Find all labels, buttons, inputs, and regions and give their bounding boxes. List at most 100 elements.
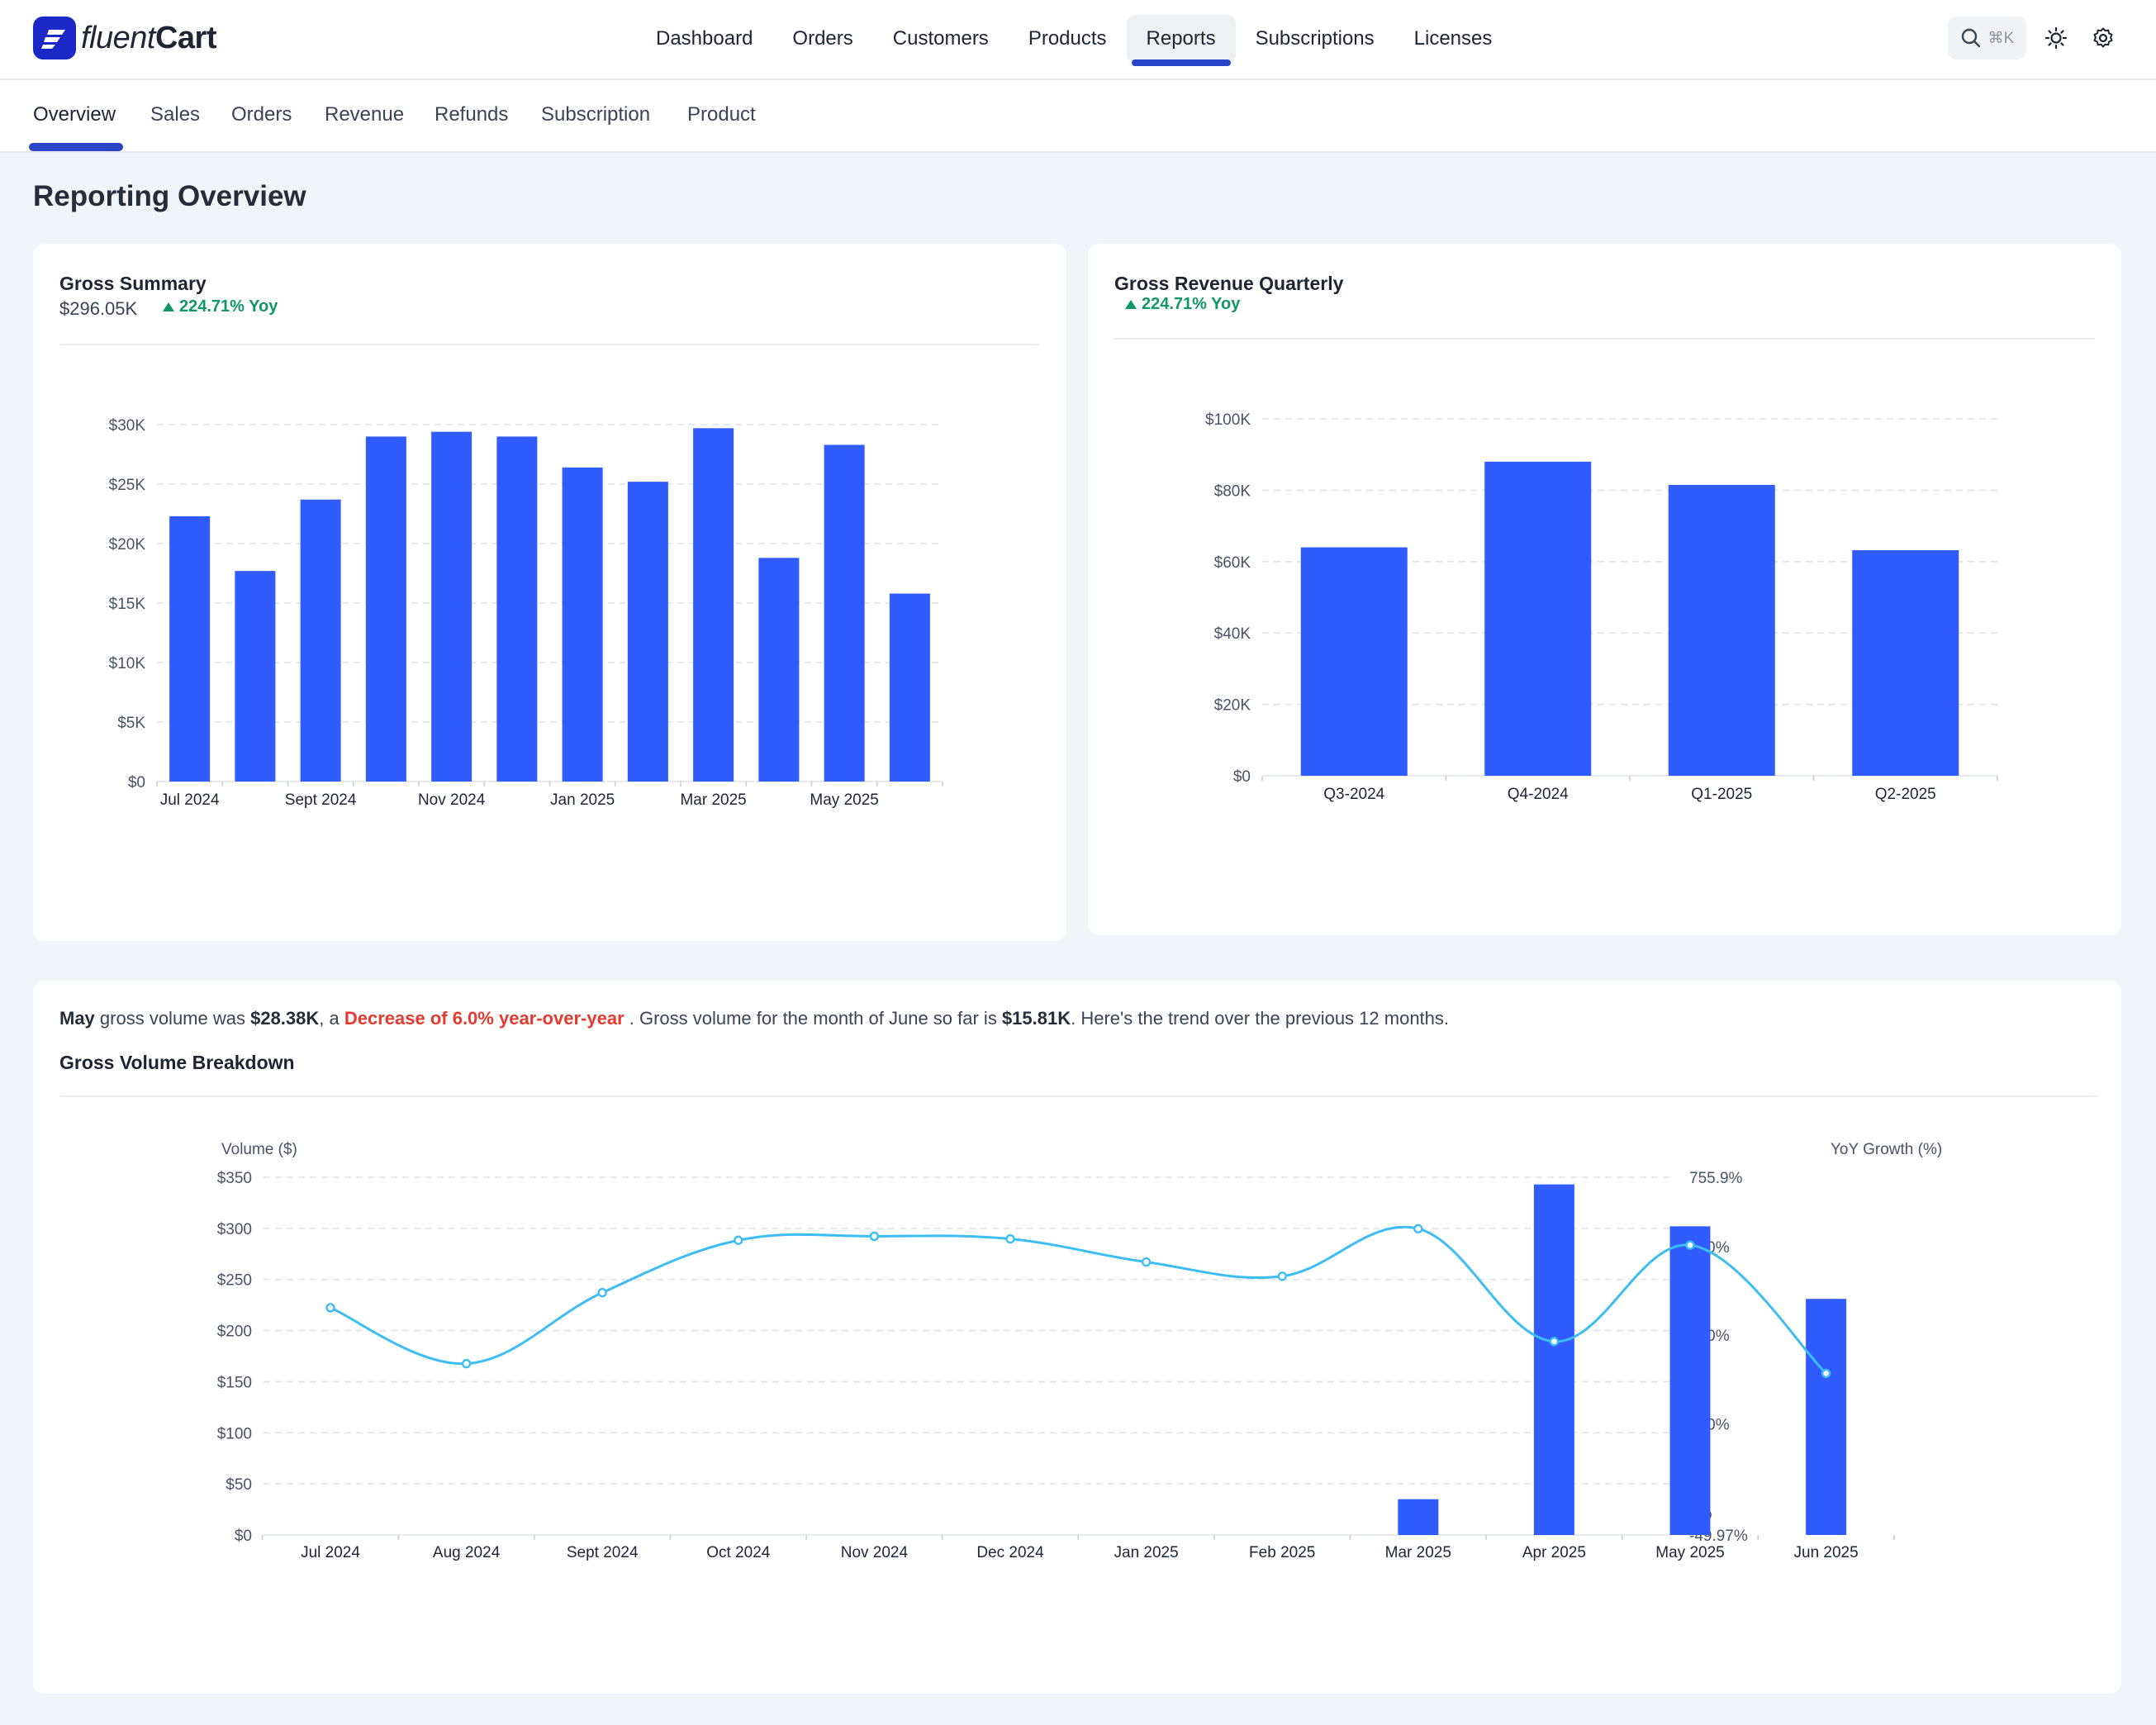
app-logo-text: fluentCart — [81, 20, 217, 56]
y-tick-label: $0 — [128, 774, 145, 791]
nav-item-subscriptions[interactable]: Subscriptions — [1255, 27, 1375, 50]
yoy-growth-point — [734, 1235, 743, 1245]
tab-refunds[interactable]: Refunds — [435, 103, 509, 126]
x-tick-label: Jun 2025 — [1794, 1544, 1859, 1561]
nav-item-orders[interactable]: Orders — [792, 27, 853, 50]
x-tick-label: Dec 2024 — [976, 1544, 1044, 1561]
yoy-growth-point — [1141, 1257, 1152, 1267]
gear-icon — [2093, 27, 2113, 48]
gross-summary-yoy-badge: 224.71% Yoy — [163, 297, 278, 316]
y-left-tick-label: $50 — [226, 1476, 252, 1494]
tab-revenue[interactable]: Revenue — [325, 103, 405, 126]
volume-bar — [1398, 1499, 1439, 1535]
x-tick-label: Feb 2025 — [1249, 1544, 1315, 1561]
tab-orders[interactable]: Orders — [231, 103, 292, 126]
nav-item-licenses[interactable]: Licenses — [1413, 27, 1493, 50]
x-tick-label: Mar 2025 — [1385, 1544, 1451, 1561]
summary-text: gross volume was — [94, 1008, 251, 1029]
y-left-tick-label: $200 — [217, 1323, 252, 1341]
y-tick-label: $20K — [1214, 697, 1251, 715]
y-tick-label: $10K — [109, 655, 146, 672]
yoy-growth-point — [597, 1287, 607, 1298]
gross-summary-total: $296.05K — [59, 298, 138, 319]
bar — [758, 558, 800, 782]
y-left-tick-label: $150 — [217, 1374, 252, 1391]
nav-item-dashboard[interactable]: Dashboard — [656, 27, 753, 50]
yoy-growth-point — [1413, 1224, 1423, 1233]
yoy-growth-point — [869, 1231, 880, 1242]
bar — [1300, 547, 1408, 776]
y-tick-label: $15K — [109, 596, 146, 613]
tab-overview[interactable]: Overview — [33, 103, 116, 126]
summary-june-volume: $15.81K — [1001, 1008, 1071, 1029]
nav-item-reports[interactable]: Reports — [1126, 15, 1236, 66]
yoy-growth-point — [1277, 1271, 1287, 1281]
y-tick-label: $30K — [109, 417, 146, 435]
tab-subscription[interactable]: Subscription — [541, 103, 651, 126]
y-tick-label: $40K — [1214, 625, 1251, 643]
bar — [300, 499, 341, 782]
yoy-growth-point — [461, 1358, 472, 1369]
theme-toggle-button[interactable] — [2040, 21, 2073, 55]
bar — [889, 593, 930, 782]
summary-text: . Gross volume for the month of June so … — [624, 1008, 1002, 1029]
yoy-growth-point — [1549, 1337, 1560, 1347]
y-left-tick-label: $250 — [217, 1272, 252, 1290]
x-tick-label: Jul 2024 — [160, 791, 220, 809]
yoy-growth-point — [1821, 1368, 1831, 1379]
x-tick-label: May 2025 — [1655, 1544, 1724, 1561]
x-tick-label: Sept 2024 — [285, 791, 357, 809]
gross-quarterly-title: Gross Revenue Quarterly — [1114, 273, 1344, 294]
yoy-growth-point — [325, 1303, 335, 1313]
yoy-growth-point — [1005, 1233, 1015, 1244]
gross-summary-title: Gross Summary — [59, 273, 207, 294]
logo-text-first: fluent — [81, 20, 155, 55]
bar — [1852, 549, 1959, 776]
gross-volume-chart: $0$50$100$150$200$250$300$350-49.97%0%20… — [217, 1141, 1942, 1561]
top-bar: fluentCart Dashboard Orders Customers Pr… — [0, 0, 2156, 80]
y-tick-label: $25K — [109, 477, 146, 494]
volume-bar — [1669, 1226, 1711, 1535]
x-tick-label: Q2-2025 — [1875, 786, 1936, 803]
y-tick-label: $5K — [117, 715, 145, 732]
y-left-tick-label: $300 — [217, 1221, 252, 1238]
summary-month: May — [59, 1008, 95, 1029]
search-button[interactable]: ⌘K — [1948, 17, 2026, 59]
nav-item-products[interactable]: Products — [1028, 27, 1107, 50]
gross-summary-chart: $0 $5K $10K $15K $20K $25K $30K Jul 2024 Sept 20… — [109, 417, 943, 809]
y-tick-label: $80K — [1214, 482, 1251, 500]
page-title: Reporting Overview — [33, 180, 306, 212]
gross-quarterly-chart: $0 $20K $40K $60K $80K $100K Q3-2024 Q4-2024 Q1-… — [1205, 411, 1998, 803]
x-tick-label: Nov 2024 — [418, 791, 486, 809]
x-tick-label: Q1-2025 — [1691, 786, 1752, 803]
search-shortcut: ⌘K — [1987, 29, 2015, 47]
tab-sales[interactable]: Sales — [150, 103, 201, 126]
settings-button[interactable] — [2087, 21, 2120, 55]
card-divider — [59, 344, 1040, 345]
gross-summary-yoy: 224.71% Yoy — [179, 297, 278, 316]
gross-volume-summary: May gross volume was $28.38K, a Decrease… — [59, 1008, 1449, 1029]
gross-volume-title: Gross Volume Breakdown — [59, 1052, 295, 1073]
nav-item-customers[interactable]: Customers — [892, 27, 989, 50]
x-tick-label: Sept 2024 — [567, 1544, 639, 1561]
bar — [431, 431, 473, 782]
bar — [693, 428, 734, 782]
bar — [169, 516, 211, 782]
bar — [365, 436, 406, 782]
gross-quarterly-card: Gross Revenue Quarterly 224.71% Yoy $0 $2… — [1088, 244, 2121, 935]
bar — [496, 436, 538, 782]
tab-product[interactable]: Product — [687, 103, 756, 126]
y-left-tick-label: $350 — [217, 1170, 252, 1187]
x-tick-label: Nov 2024 — [841, 1544, 909, 1561]
app-logo[interactable]: fluentCart — [33, 17, 217, 59]
summary-text: , a — [319, 1008, 344, 1029]
yoy-growth-line — [330, 1225, 1827, 1375]
x-tick-label: Jul 2024 — [301, 1544, 360, 1561]
card-divider — [59, 1095, 2098, 1097]
trend-up-icon — [163, 302, 174, 311]
summary-text: . Here's the trend over the previous 12 … — [1071, 1008, 1450, 1029]
yoy-growth-point — [1685, 1240, 1695, 1250]
y-tick-label: $20K — [109, 536, 146, 554]
y-tick-label: $60K — [1214, 554, 1251, 572]
bar — [235, 571, 276, 782]
